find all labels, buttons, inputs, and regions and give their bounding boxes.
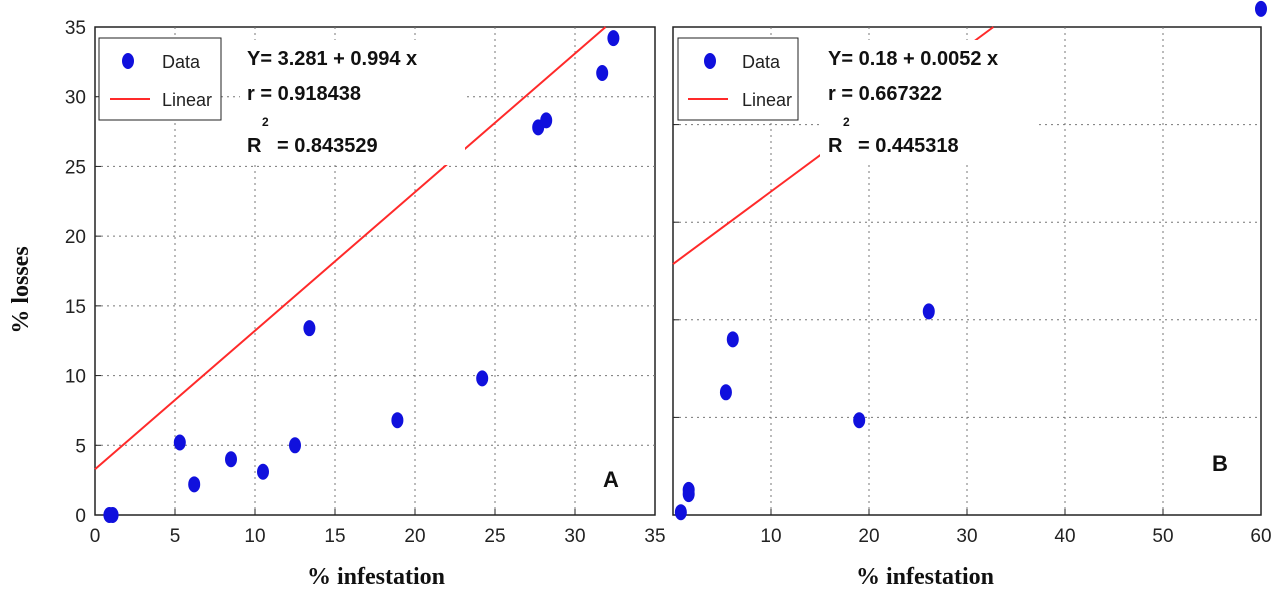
data-point <box>303 320 316 337</box>
equation-b: Y= 0.18 + 0.0052 x <box>828 48 998 70</box>
equation-a: Y= 3.281 + 0.994 x <box>247 48 417 70</box>
y-tick-label: 25 <box>65 157 86 178</box>
x-tick-label: 5 <box>170 526 181 547</box>
r-value-a: r = 0.918438 <box>247 83 361 105</box>
x-tick-label: 40 <box>1054 526 1075 547</box>
x-axis-title-a: % infestation <box>307 564 445 590</box>
x-tick-label: 20 <box>404 526 425 547</box>
y-tick-label: 0 <box>75 506 86 527</box>
x-tick-label: 0 <box>90 526 101 547</box>
legend-data-label-a: Data <box>162 52 201 72</box>
x-tick-label: 10 <box>760 526 781 547</box>
x-tick-label: 10 <box>244 526 265 547</box>
data-point <box>225 451 237 468</box>
x-tick-label: 30 <box>956 526 977 547</box>
data-point <box>540 112 553 129</box>
data-point <box>853 412 866 429</box>
points-a <box>103 30 620 523</box>
x-tick-label: 60 <box>1250 526 1271 547</box>
x-tick-label: 35 <box>644 526 665 547</box>
regression-line <box>94 26 607 471</box>
y-tick-label: 5 <box>75 436 86 457</box>
data-point <box>106 507 119 523</box>
annotation-bg-b <box>820 40 1035 165</box>
x-tick-label: 25 <box>484 526 505 547</box>
x-tick-label: 50 <box>1152 526 1173 547</box>
x-axis-title-b: % infestation <box>856 564 994 590</box>
y-tick-label: 20 <box>65 227 86 248</box>
r-value-b: r = 0.667322 <box>828 83 942 105</box>
r2-label-b: R <box>828 135 843 157</box>
panel-label-b: B <box>1212 451 1228 476</box>
y-tick-label: 30 <box>65 88 86 109</box>
data-point <box>257 463 269 480</box>
y-tick-label: 35 <box>65 18 86 39</box>
annotation-bg-a <box>240 40 465 165</box>
data-point <box>173 434 186 451</box>
panel-label-a: A <box>603 467 619 492</box>
y-tick-label: 15 <box>65 297 86 318</box>
legend-linear-label-a: Linear <box>162 90 212 110</box>
legend-linear-label-b: Linear <box>742 90 792 110</box>
data-point <box>391 412 404 429</box>
x-tick-label: 20 <box>858 526 879 547</box>
data-point <box>476 370 489 387</box>
chart-panel-a: 0 5 10 15 20 25 30 35 0 5 10 15 20 25 30 35 Data Linear… <box>65 18 666 590</box>
y-axis-title: % losses <box>8 246 34 333</box>
r2-value-b: = 0.445318 <box>858 135 959 157</box>
ticks-a: 0 5 10 15 20 25 30 35 0 5 10 15 20 25 30 35 <box>65 18 666 547</box>
data-point <box>674 504 687 521</box>
legend-box-a <box>98 37 222 121</box>
legend-box-b <box>677 37 799 121</box>
x-tick-label: 15 <box>324 526 345 547</box>
data-point <box>719 384 732 401</box>
chart-panel-b: 10 20 30 40 50 60 Data Linear Y= 0.18 + 0.005… <box>672 0 1272 590</box>
x-tick-label: 30 <box>564 526 585 547</box>
data-point <box>607 30 620 47</box>
data-point <box>188 476 201 493</box>
data-point <box>682 481 695 498</box>
legend-a: Data Linear <box>98 37 222 121</box>
data-point <box>596 65 609 82</box>
r2-superscript-a: 2 <box>262 115 269 129</box>
legend-data-marker-a <box>122 53 134 69</box>
legend-b: Data Linear <box>677 37 799 121</box>
legend-data-marker-b <box>704 53 716 69</box>
data-point <box>726 331 739 348</box>
legend-data-label-b: Data <box>742 52 781 72</box>
r2-label-a: R <box>247 135 262 157</box>
data-point <box>922 303 935 320</box>
data-point <box>1255 0 1267 17</box>
r2-value-a: = 0.843529 <box>277 135 378 157</box>
y-tick-label: 10 <box>65 367 86 388</box>
ticks-b: 10 20 30 40 50 60 <box>673 124 1272 547</box>
fit-line-a-group <box>94 26 607 471</box>
data-point <box>289 437 301 454</box>
r2-superscript-b: 2 <box>843 115 850 129</box>
